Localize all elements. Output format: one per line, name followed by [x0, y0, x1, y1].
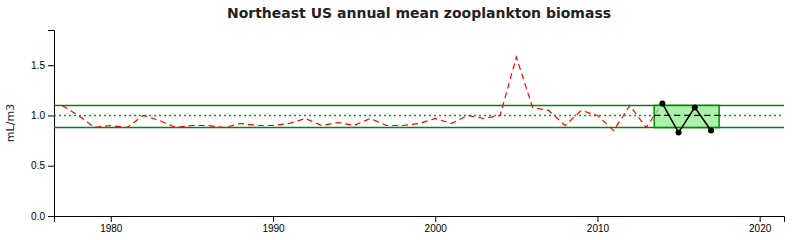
- tick: 1990: [262, 216, 285, 234]
- tick-mark: [273, 216, 274, 222]
- point: [659, 100, 665, 106]
- highlight-mean-line: [654, 115, 719, 116]
- tick: 1.0: [31, 110, 54, 121]
- tick: 1.5: [31, 60, 54, 71]
- tick-label: 1.5: [31, 60, 45, 71]
- tick-mark: [435, 216, 436, 222]
- tick: 2010: [587, 216, 610, 234]
- tick-mark: [48, 216, 54, 217]
- y-axis: 0.0 0.5 1.0 1.5: [31, 31, 54, 222]
- tick-label: 2000: [425, 223, 448, 234]
- reference-line: [54, 115, 784, 117]
- tick-label: 2020: [749, 223, 772, 234]
- point: [708, 128, 714, 134]
- series-line: [662, 103, 711, 132]
- tick-mark: [48, 166, 54, 167]
- series-line: [62, 57, 711, 132]
- tick: 0.0: [31, 211, 54, 222]
- tick-label: 1980: [100, 223, 123, 234]
- chart: 1980 1990 2000 2010 2020 0.0 0.5 1.0 1.5 Northeas…: [0, 0, 800, 240]
- highlight-box: [654, 105, 719, 127]
- tick: 2020: [749, 216, 772, 234]
- tick: 1980: [100, 216, 123, 234]
- axis-line: [48, 31, 55, 217]
- tick-mark: [597, 216, 598, 222]
- point: [692, 104, 698, 110]
- tick-label: 1990: [262, 223, 285, 234]
- tick-label: 0.0: [31, 211, 45, 222]
- tick-mark: [111, 216, 112, 222]
- tick-label: 0.5: [31, 160, 45, 171]
- axis-line: [55, 217, 785, 223]
- tick-mark: [760, 216, 761, 222]
- tick-label: 2010: [587, 223, 610, 234]
- y-axis-title: mL/m3: [4, 104, 17, 142]
- tick: 2000: [425, 216, 448, 234]
- x-axis: 1980 1990 2000 2010 2020: [55, 216, 785, 234]
- point: [676, 130, 682, 136]
- plot-area: [54, 57, 784, 135]
- tick-mark: [48, 65, 54, 66]
- title: Northeast US annual mean zooplankton bio…: [227, 5, 611, 21]
- tick-mark: [48, 115, 54, 116]
- tick: 0.5: [31, 160, 54, 171]
- tick-label: 1.0: [31, 110, 45, 121]
